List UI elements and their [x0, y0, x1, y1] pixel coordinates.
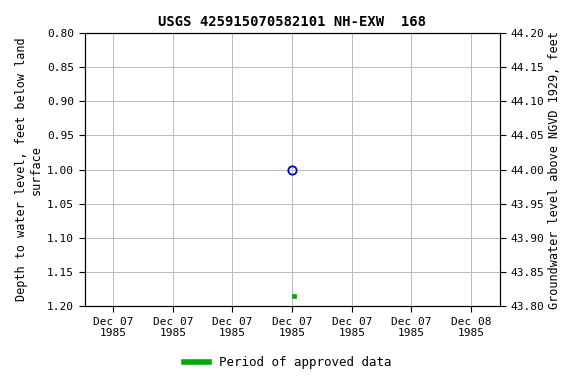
Y-axis label: Groundwater level above NGVD 1929, feet: Groundwater level above NGVD 1929, feet	[548, 31, 561, 308]
Title: USGS 425915070582101 NH-EXW  168: USGS 425915070582101 NH-EXW 168	[158, 15, 426, 29]
Legend: Period of approved data: Period of approved data	[179, 351, 397, 374]
Y-axis label: Depth to water level, feet below land
surface: Depth to water level, feet below land su…	[15, 38, 43, 301]
